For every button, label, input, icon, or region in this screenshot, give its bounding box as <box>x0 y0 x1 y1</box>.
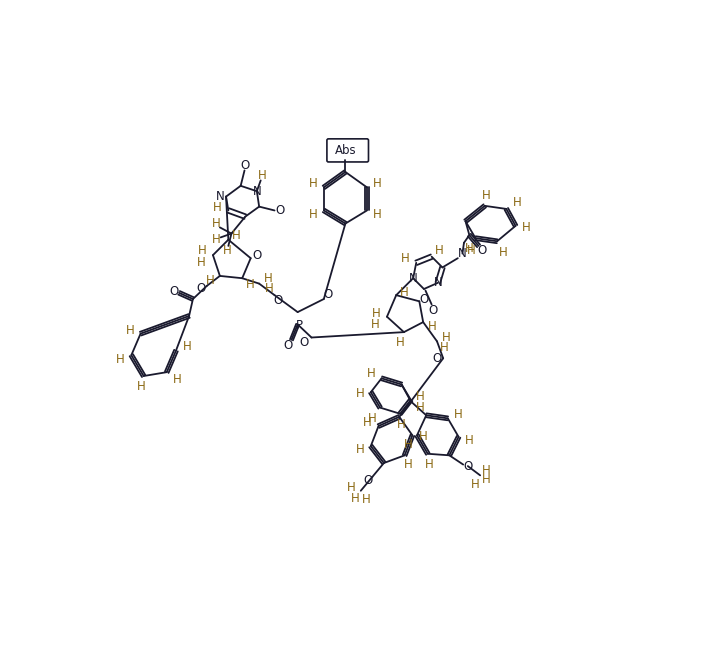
Text: N: N <box>216 190 225 203</box>
Text: H: H <box>372 307 381 320</box>
Text: H: H <box>212 217 221 230</box>
Text: H: H <box>351 492 359 505</box>
Text: H: H <box>197 255 205 269</box>
Text: H: H <box>397 418 406 431</box>
Text: H: H <box>404 458 413 471</box>
FancyBboxPatch shape <box>327 139 369 162</box>
Text: H: H <box>482 473 490 487</box>
Text: O: O <box>463 459 473 473</box>
Text: H: H <box>309 177 317 190</box>
Text: H: H <box>513 196 521 210</box>
Text: O: O <box>432 352 442 365</box>
Text: H: H <box>246 278 254 291</box>
Text: H: H <box>416 391 425 403</box>
Text: O: O <box>299 335 309 349</box>
Text: H: H <box>442 331 450 344</box>
Text: P: P <box>296 320 303 332</box>
Text: H: H <box>183 340 191 353</box>
Text: O: O <box>429 304 437 317</box>
Text: H: H <box>465 434 474 447</box>
Text: N: N <box>253 185 261 198</box>
Text: H: H <box>264 272 273 284</box>
Text: H: H <box>362 493 371 507</box>
Text: H: H <box>223 244 232 257</box>
Text: H: H <box>116 353 125 365</box>
Text: H: H <box>265 282 274 295</box>
Text: H: H <box>454 408 463 421</box>
Text: H: H <box>368 412 377 425</box>
Text: H: H <box>309 208 317 221</box>
Text: O: O <box>323 288 332 301</box>
Text: H: H <box>367 367 375 380</box>
Text: H: H <box>212 233 221 246</box>
Text: H: H <box>356 387 364 400</box>
Text: H: H <box>416 401 425 414</box>
Text: O: O <box>276 204 284 217</box>
Text: H: H <box>428 320 437 333</box>
Text: H: H <box>213 201 222 214</box>
Text: H: H <box>356 444 364 456</box>
Text: N: N <box>409 272 417 284</box>
Text: H: H <box>401 252 410 265</box>
Text: H: H <box>232 229 241 241</box>
Text: H: H <box>125 324 134 337</box>
Text: H: H <box>425 458 434 471</box>
Text: O: O <box>273 294 282 307</box>
Text: H: H <box>482 188 490 202</box>
Text: H: H <box>499 245 508 259</box>
Text: Abs: Abs <box>334 144 356 157</box>
Text: O: O <box>241 158 250 172</box>
Text: O: O <box>252 249 261 263</box>
Text: H: H <box>468 244 476 257</box>
Text: H: H <box>396 336 405 349</box>
Text: H: H <box>373 208 382 221</box>
Text: H: H <box>198 244 206 257</box>
Text: H: H <box>363 416 372 429</box>
Text: H: H <box>400 286 408 298</box>
Text: H: H <box>419 430 427 444</box>
Text: H: H <box>482 464 490 477</box>
Text: H: H <box>522 221 531 234</box>
Text: O: O <box>169 285 178 298</box>
Text: O: O <box>477 244 486 257</box>
Text: O: O <box>196 282 205 295</box>
Text: H: H <box>205 274 214 287</box>
Text: O: O <box>364 474 373 487</box>
Text: H: H <box>435 244 444 257</box>
Text: O: O <box>420 292 429 306</box>
Text: H: H <box>465 243 474 255</box>
Text: H: H <box>137 381 146 393</box>
Text: N: N <box>458 247 467 260</box>
Text: H: H <box>373 177 382 190</box>
Text: H: H <box>471 478 480 491</box>
Text: H: H <box>347 481 355 494</box>
Text: H: H <box>440 341 449 354</box>
Text: O: O <box>284 339 293 353</box>
Text: H: H <box>258 169 266 182</box>
Text: H: H <box>371 318 379 331</box>
Text: H: H <box>403 438 412 451</box>
Text: N: N <box>433 276 442 289</box>
Text: H: H <box>173 373 181 387</box>
